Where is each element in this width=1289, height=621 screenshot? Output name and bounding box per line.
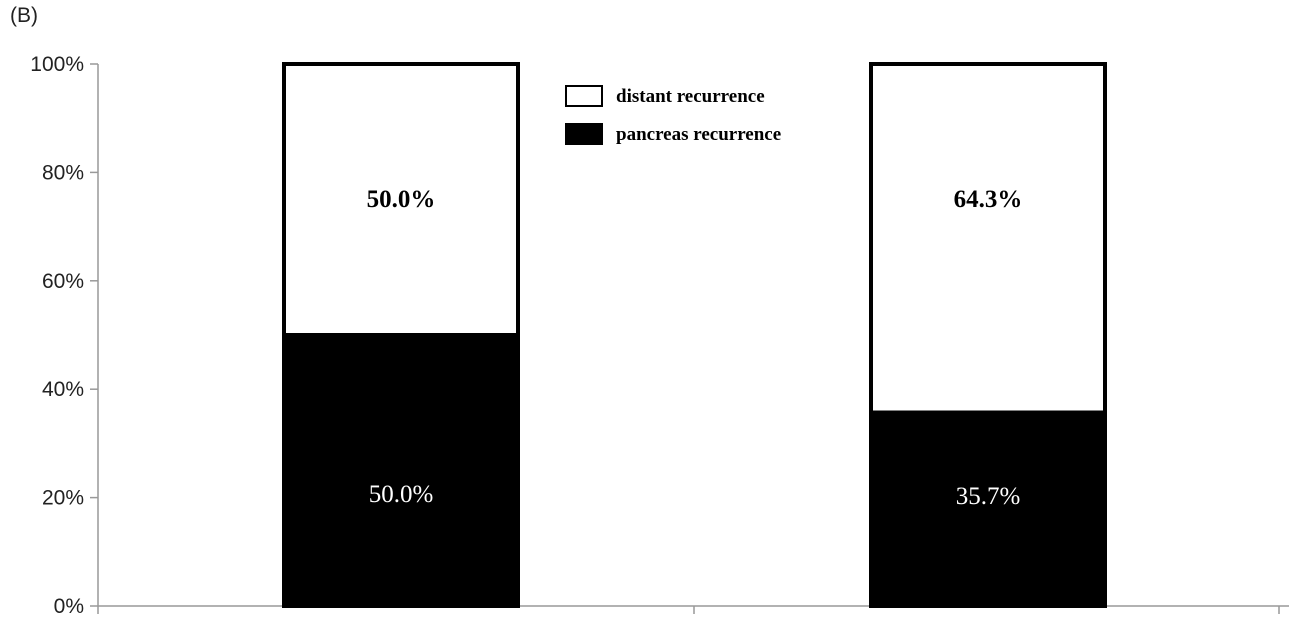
bar-segment — [282, 333, 520, 608]
bar-labels: 50.0% 50.0% 35.7% 64.3% — [367, 186, 1023, 510]
bar-segment — [869, 62, 1107, 415]
bar-value-label: 50.0% — [369, 481, 434, 508]
bar-value-label: 35.7% — [956, 483, 1021, 510]
y-tick-label: 0% — [54, 595, 84, 616]
panel-label: (B) — [10, 4, 38, 27]
legend-swatch — [565, 85, 603, 107]
legend-swatch — [565, 123, 603, 145]
bar-segment — [869, 410, 1107, 609]
bar-value-label: 50.0% — [367, 186, 436, 213]
bar-value-label: 64.3% — [954, 186, 1023, 213]
y-tick-label: 100% — [30, 53, 84, 76]
bar-segment — [282, 62, 520, 337]
legend: distant recurrence pancreas recurrence — [565, 85, 781, 145]
y-tick-label: 20% — [42, 487, 84, 510]
bars — [282, 62, 1107, 609]
y-tick-label: 60% — [42, 270, 84, 293]
y-tick-label: 80% — [42, 161, 84, 184]
legend-label: pancreas recurrence — [616, 124, 781, 145]
legend-label: distant recurrence — [616, 86, 765, 107]
y-tick-label: 40% — [42, 378, 84, 401]
